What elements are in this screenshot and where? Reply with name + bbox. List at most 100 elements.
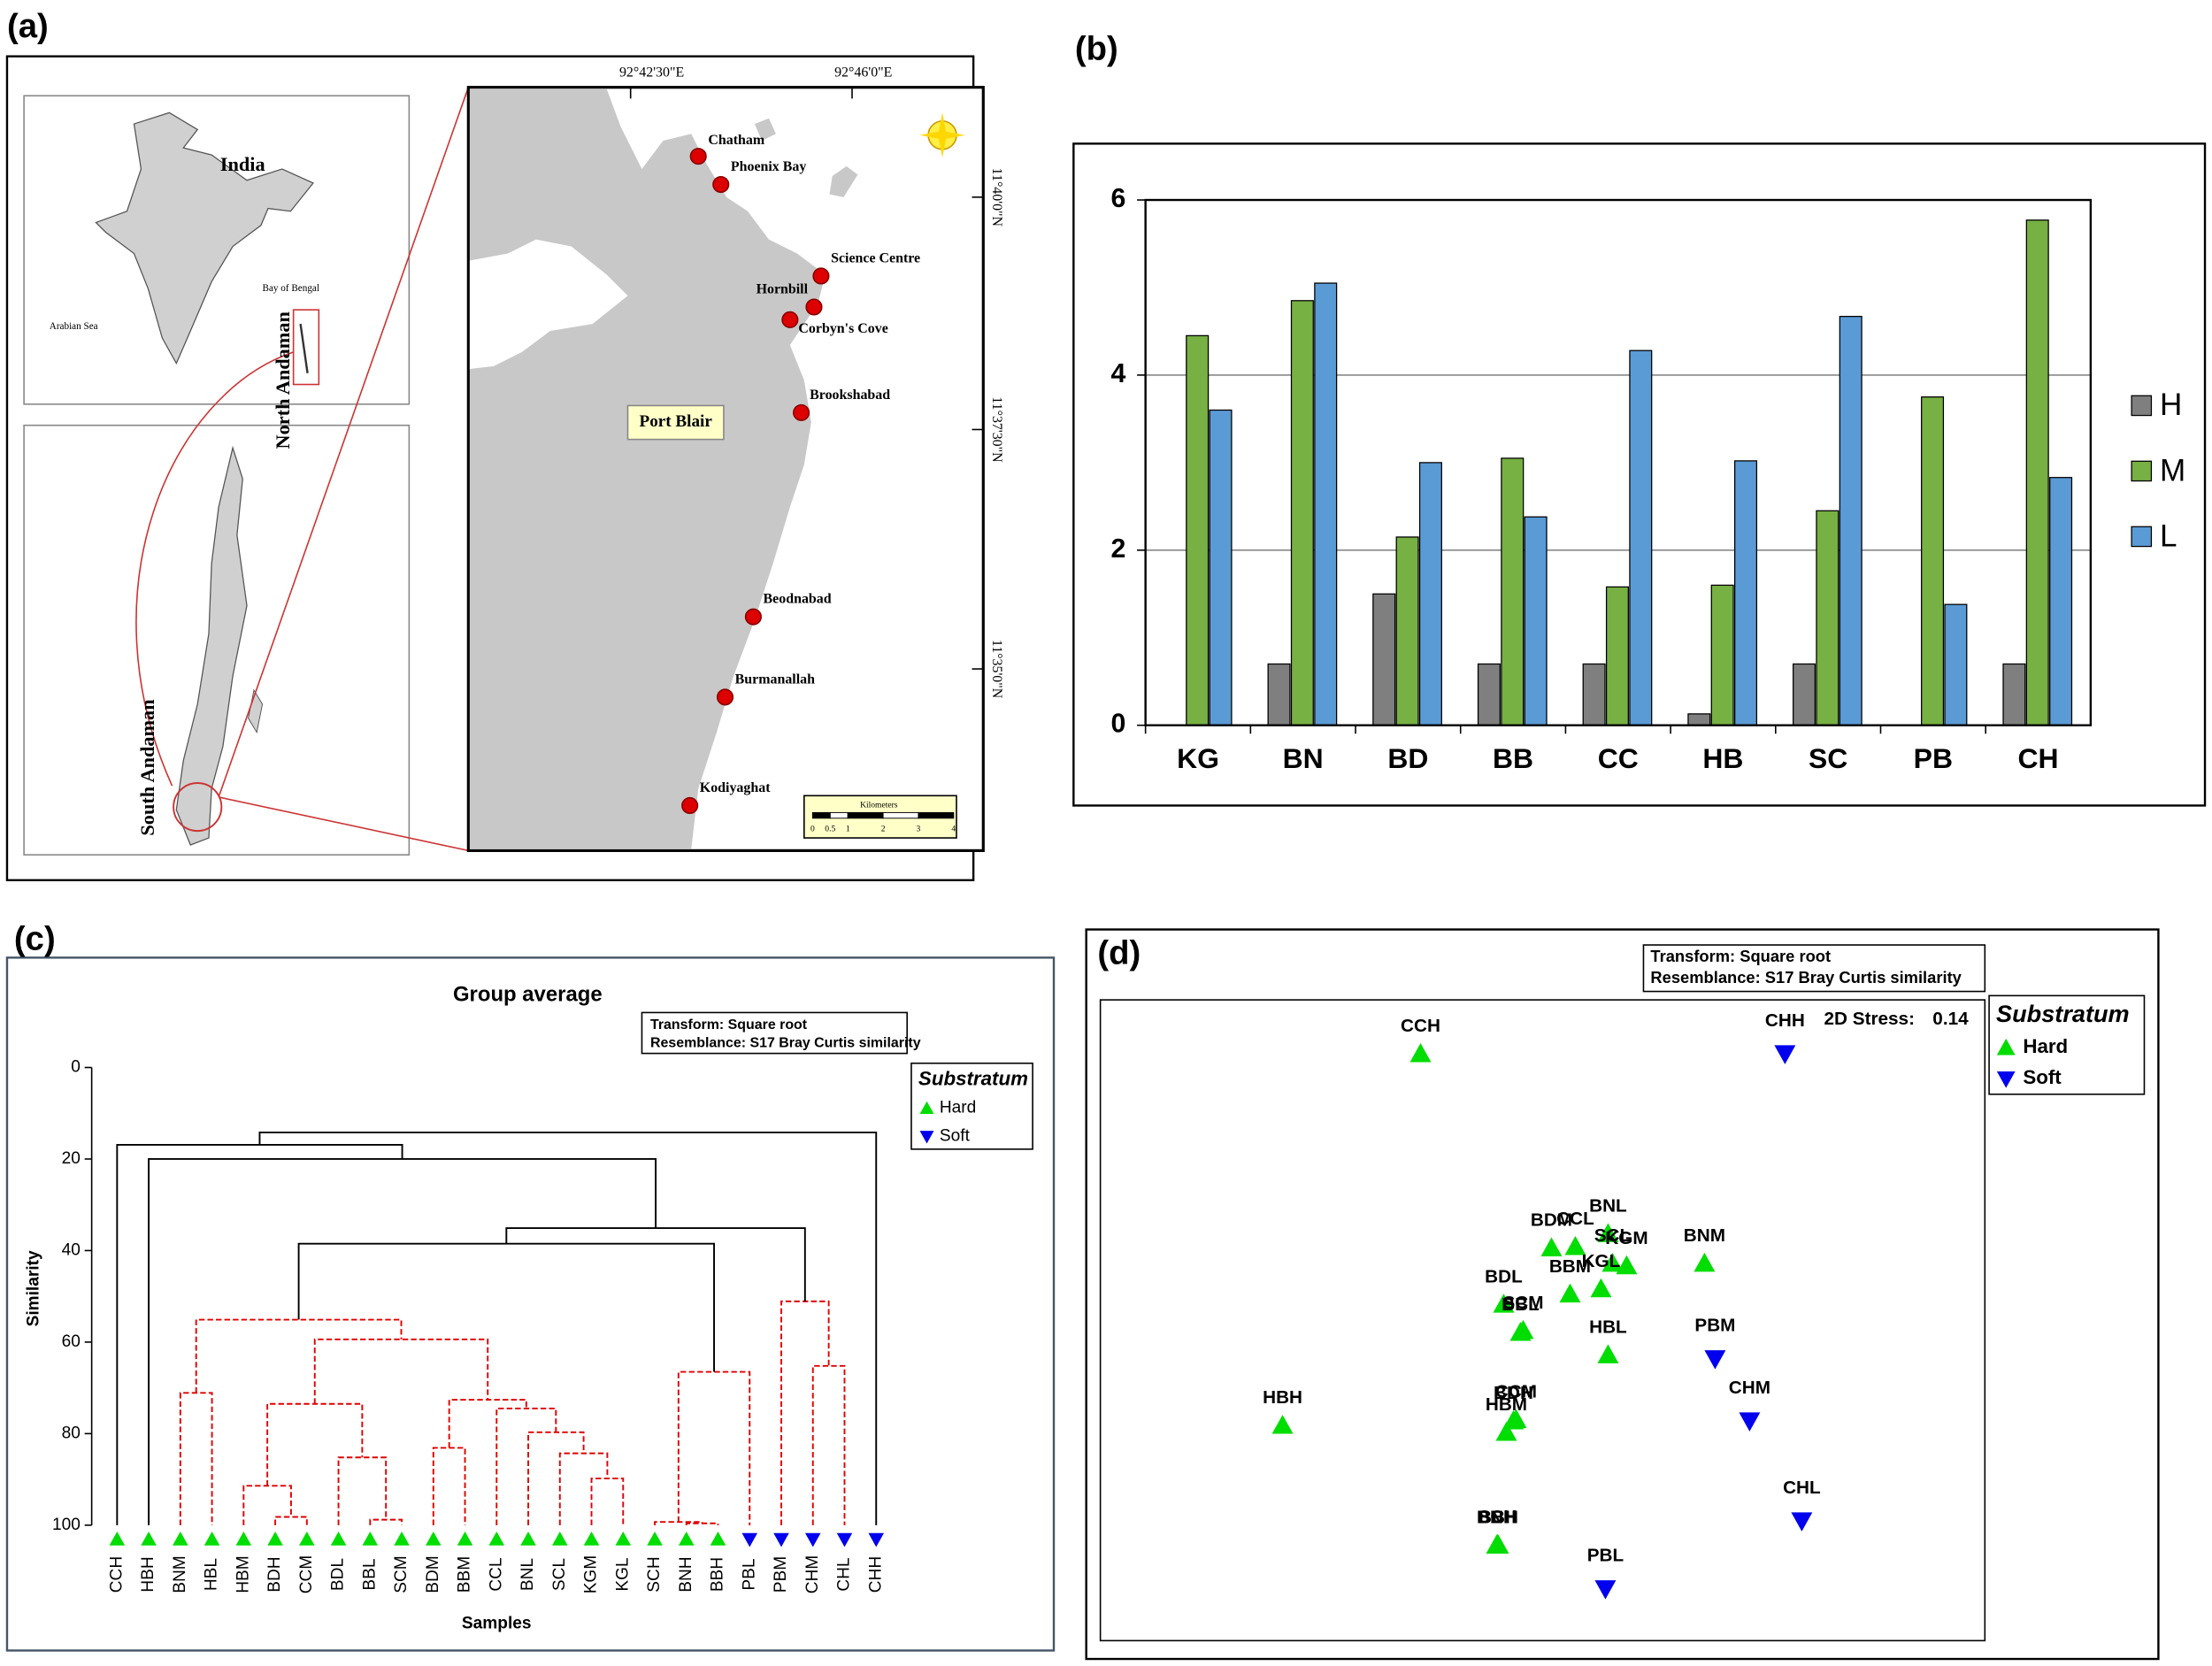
legend-swatch — [2131, 395, 2153, 417]
leaf-label: BDL — [329, 1558, 348, 1591]
legend-title: Substratum — [1996, 1000, 2130, 1027]
note-box — [1642, 944, 1986, 993]
site-marker — [716, 688, 734, 706]
leaf-marker — [678, 1531, 695, 1546]
bar — [1921, 396, 1945, 726]
latitude-label: 11°35'0"N — [989, 640, 1004, 699]
legend-label: Hard — [2023, 1035, 2068, 1057]
leaf-marker — [330, 1531, 347, 1546]
site-label: Kodiyaghat — [700, 780, 771, 795]
point-label: PBM — [1694, 1316, 1735, 1336]
leaf-marker — [615, 1531, 632, 1546]
town-box — [626, 404, 725, 441]
site-label: Brookshabad — [810, 388, 890, 403]
bar — [1290, 300, 1314, 726]
note: Resemblance: S17 Bray Curtis similarity — [1650, 968, 1962, 987]
point — [1540, 1237, 1563, 1256]
leaf-marker — [426, 1531, 442, 1546]
point — [1594, 1580, 1617, 1600]
island — [829, 165, 858, 197]
leaf-label: BBM — [456, 1556, 474, 1593]
note: Resemblance: S17 Bray Curtis similarity — [650, 1036, 921, 1051]
point — [1739, 1412, 1761, 1432]
scale-tick-label: 4 — [951, 825, 956, 834]
panel-label: (c) — [14, 919, 56, 957]
latitude-label: 11°37'30"N — [989, 396, 1004, 463]
site-label: Beodnabad — [764, 592, 832, 607]
point — [1493, 1294, 1515, 1313]
leaf-label: SCL — [550, 1558, 569, 1591]
bar — [1582, 663, 1606, 726]
x-tick-label: PB — [1914, 742, 1953, 774]
point — [1509, 1322, 1532, 1341]
map-label: India — [220, 153, 265, 175]
leaf-label: BDH — [265, 1556, 284, 1592]
point-label: CHH — [1765, 1010, 1805, 1031]
bar — [1605, 586, 1629, 726]
leaf-marker — [868, 1532, 885, 1547]
sea-inlet — [469, 239, 628, 370]
map-panel — [5, 55, 985, 882]
scale-tick-label: 3 — [917, 825, 921, 834]
point-label: BNH — [1477, 1508, 1517, 1528]
point-label: CCH — [1401, 1016, 1440, 1036]
x-tick-label: BD — [1387, 742, 1428, 774]
point — [1487, 1534, 1509, 1554]
y-tick-label: 2 — [1110, 534, 1125, 564]
chart-title: Group average — [453, 983, 603, 1007]
panel-label: (d) — [1097, 933, 1141, 971]
leaf-marker — [520, 1531, 536, 1546]
y-tick-label: 60 — [62, 1332, 81, 1351]
latitude-label: 11°40'0"N — [989, 168, 1004, 227]
point-label: BNM — [1684, 1225, 1725, 1246]
leaf-label: HBM — [234, 1555, 252, 1593]
stress-label: 2D Stress: — [1824, 1009, 1915, 1029]
bar — [2025, 219, 2049, 726]
bar — [1372, 593, 1396, 726]
legend-title: Substratum — [918, 1068, 1028, 1090]
leaf-label: CCL — [487, 1557, 505, 1591]
bar — [1792, 663, 1816, 726]
leaf-marker — [204, 1531, 220, 1546]
leaf-marker — [804, 1532, 821, 1547]
leaf-label: CHL — [835, 1557, 854, 1591]
legend-box — [1988, 994, 2146, 1095]
island — [754, 118, 776, 142]
leaf-marker — [710, 1531, 726, 1546]
map-label: Arabian Sea — [50, 321, 98, 332]
leaf-label: PBM — [772, 1556, 790, 1593]
bar — [1733, 460, 1758, 726]
leaf-marker — [773, 1532, 789, 1547]
leaf-label: SCH — [645, 1556, 664, 1592]
bar — [1186, 334, 1210, 726]
point-label: CHM — [1729, 1378, 1770, 1398]
bar — [1944, 603, 1968, 726]
point — [1601, 1252, 1624, 1272]
point — [1559, 1283, 1581, 1303]
legend-marker — [919, 1101, 934, 1115]
leaf-label: KGL — [613, 1557, 632, 1591]
legend-label: Soft — [940, 1127, 971, 1146]
site-marker — [812, 267, 830, 285]
island-mini — [299, 323, 309, 373]
point — [1616, 1255, 1638, 1275]
leaf-marker — [362, 1531, 379, 1546]
panel-label: (a) — [7, 7, 49, 45]
site-marker — [681, 796, 699, 815]
point-label: HBM — [1486, 1394, 1527, 1415]
point — [1495, 1422, 1517, 1441]
point-label: KGM — [1605, 1228, 1647, 1248]
map-label: North Andaman — [272, 311, 294, 449]
dendrogram-link — [369, 1518, 403, 1525]
bar — [1267, 663, 1291, 726]
site-label: Phoenix Bay — [731, 159, 806, 174]
point — [1505, 1409, 1527, 1429]
note: Transform: Square root — [1650, 947, 1831, 965]
scale-segment — [811, 811, 831, 819]
site-marker — [805, 298, 823, 316]
leaf-label: SCM — [392, 1555, 411, 1593]
leaf-label: CHM — [803, 1555, 822, 1593]
x-tick-label: SC — [1809, 742, 1847, 774]
bar — [1839, 315, 1863, 726]
site-label: Science Centre — [831, 251, 920, 266]
